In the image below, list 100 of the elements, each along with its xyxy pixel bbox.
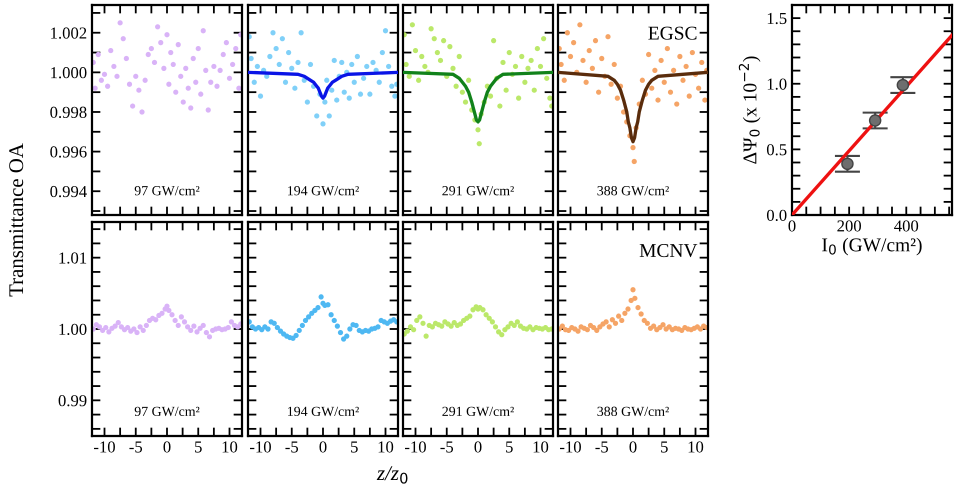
point: [112, 324, 118, 329]
point: [148, 46, 154, 52]
point: [140, 328, 146, 334]
point: [358, 92, 364, 97]
point: [186, 86, 191, 91]
point: [272, 320, 277, 326]
point: [315, 305, 321, 310]
point: [332, 318, 337, 324]
point: [458, 321, 464, 327]
point: [605, 34, 611, 40]
x-tick-label: 10: [688, 441, 704, 453]
point: [506, 50, 512, 56]
point: [686, 94, 692, 99]
point: [191, 324, 196, 329]
point: [193, 80, 198, 85]
point: [168, 50, 174, 56]
point: [544, 76, 550, 81]
point: [406, 74, 412, 79]
point: [328, 312, 334, 318]
point: [367, 92, 372, 97]
point: [660, 322, 666, 328]
point: [584, 80, 589, 85]
point: [198, 92, 204, 97]
annotation: 388 GW/cm²: [597, 406, 669, 416]
point: [616, 314, 622, 319]
point: [286, 50, 292, 56]
point: [528, 58, 534, 64]
point: [420, 320, 426, 326]
point: [547, 96, 552, 101]
point: [412, 48, 418, 54]
point: [516, 96, 522, 101]
point: [329, 88, 334, 93]
point: [159, 310, 165, 316]
point: [304, 99, 310, 105]
point: [338, 330, 344, 336]
y-tick-label: 1.5: [768, 12, 786, 24]
point: [441, 38, 446, 44]
y-tick-label: 1.000: [51, 67, 87, 78]
point: [646, 52, 652, 58]
point: [608, 82, 614, 87]
point: [514, 319, 520, 324]
point: [671, 68, 676, 73]
point: [298, 30, 304, 36]
point: [696, 86, 702, 91]
point: [111, 64, 116, 70]
point: [182, 319, 188, 324]
point: [640, 78, 645, 83]
point: [326, 113, 332, 119]
point: [339, 60, 344, 66]
point: [334, 97, 340, 103]
point: [344, 334, 350, 339]
annotation: 194 GW/cm²: [288, 406, 359, 416]
point: [614, 96, 620, 101]
x-tick-label: 5: [661, 442, 668, 453]
point: [492, 324, 498, 330]
point: [610, 317, 615, 322]
point: [302, 318, 308, 324]
point: [414, 318, 420, 324]
x-tick-label: -5: [440, 442, 454, 453]
point: [180, 99, 186, 105]
point: [274, 324, 280, 330]
point: [504, 88, 509, 93]
point: [658, 58, 664, 64]
point: [178, 314, 184, 320]
point: [456, 54, 462, 60]
point: [342, 90, 347, 95]
point: [124, 56, 129, 62]
point: [220, 52, 226, 58]
y-tick-label: 0.994: [50, 186, 87, 198]
point: [690, 50, 695, 56]
point: [428, 26, 434, 32]
annotation: 291 GW/cm²: [442, 186, 514, 196]
point: [133, 74, 138, 79]
point: [404, 328, 410, 334]
point: [475, 127, 481, 132]
point: [131, 326, 136, 332]
point: [454, 84, 459, 89]
point: [575, 328, 581, 334]
point: [541, 36, 546, 42]
point: [586, 48, 592, 54]
x-axis-title: I$_{0}$ (GW/cm²): [822, 238, 922, 256]
point: [568, 54, 574, 60]
point: [183, 66, 188, 71]
point: [325, 302, 331, 308]
x-tick-label: -5: [285, 442, 298, 453]
point: [532, 88, 537, 93]
point: [106, 329, 112, 334]
point: [200, 28, 206, 34]
y-tick-label: 0.5: [766, 144, 786, 156]
point: [118, 20, 123, 26]
point: [236, 86, 242, 91]
point: [153, 317, 158, 322]
point: [439, 324, 444, 329]
point: [684, 64, 689, 70]
point: [630, 287, 636, 292]
point: [668, 90, 674, 95]
point: [490, 319, 495, 324]
point: [577, 22, 582, 28]
point: [447, 44, 452, 50]
point: [480, 307, 486, 312]
